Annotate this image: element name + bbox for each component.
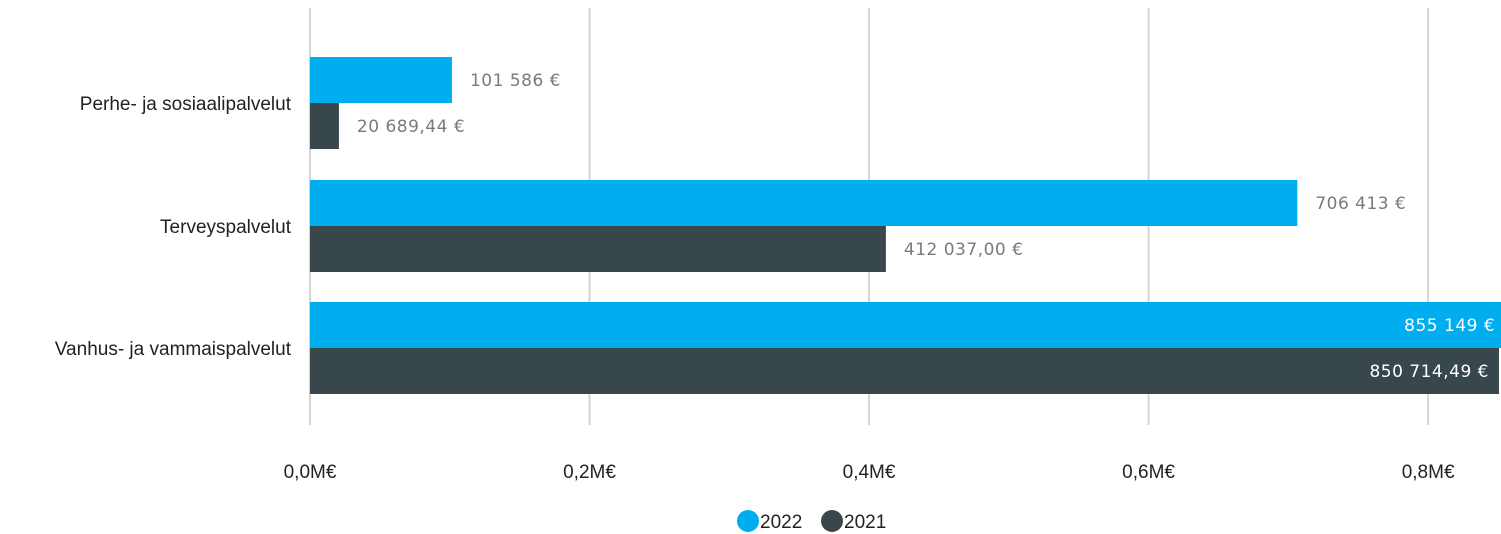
data-label: 706 413 € <box>1315 194 1406 214</box>
bar-2022-2[interactable] <box>310 302 1501 348</box>
legend-swatch <box>737 510 759 532</box>
category-label: Terveyspalvelut <box>160 217 292 238</box>
data-label: 855 149 € <box>1404 316 1495 336</box>
x-tick-label: 0,6M€ <box>1122 462 1175 483</box>
x-tick-label: 0,8M€ <box>1402 462 1455 483</box>
data-label: 101 586 € <box>470 71 561 91</box>
data-label: 20 689,44 € <box>357 117 465 137</box>
legend-item-2022[interactable]: 2022 <box>737 510 802 533</box>
x-tick-label: 0,0M€ <box>284 462 337 483</box>
bar-2022-1[interactable] <box>310 180 1298 226</box>
bar-2021-1[interactable] <box>310 226 886 272</box>
bar-2021-2[interactable] <box>310 348 1499 394</box>
legend[interactable]: 2022 2021 <box>737 510 886 533</box>
x-tick-label: 0,2M€ <box>563 462 616 483</box>
legend-label: 2021 <box>844 512 886 533</box>
category-label: Perhe- ja sosiaalipalvelut <box>80 94 292 115</box>
data-label: 850 714,49 € <box>1369 362 1489 382</box>
legend-item-2021[interactable]: 2021 <box>821 510 886 533</box>
category-label: Vanhus- ja vammaispalvelut <box>55 339 292 360</box>
x-axis-tick-labels: 0,0M€ 0,2M€ 0,4M€ 0,6M€ 0,8M€ <box>284 462 1455 483</box>
legend-label: 2022 <box>760 512 802 533</box>
data-label: 412 037,00 € <box>904 240 1024 260</box>
bars: 101 586 € 20 689,44 € 706 413 € 412 037,00 … <box>310 57 1501 394</box>
legend-swatch <box>821 510 843 532</box>
x-tick-label: 0,4M€ <box>843 462 896 483</box>
bar-2022-0[interactable] <box>310 57 452 103</box>
bar-2021-0[interactable] <box>310 103 339 149</box>
category-labels: Perhe- ja sosiaalipalvelut Terveyspalvelu… <box>55 94 292 360</box>
